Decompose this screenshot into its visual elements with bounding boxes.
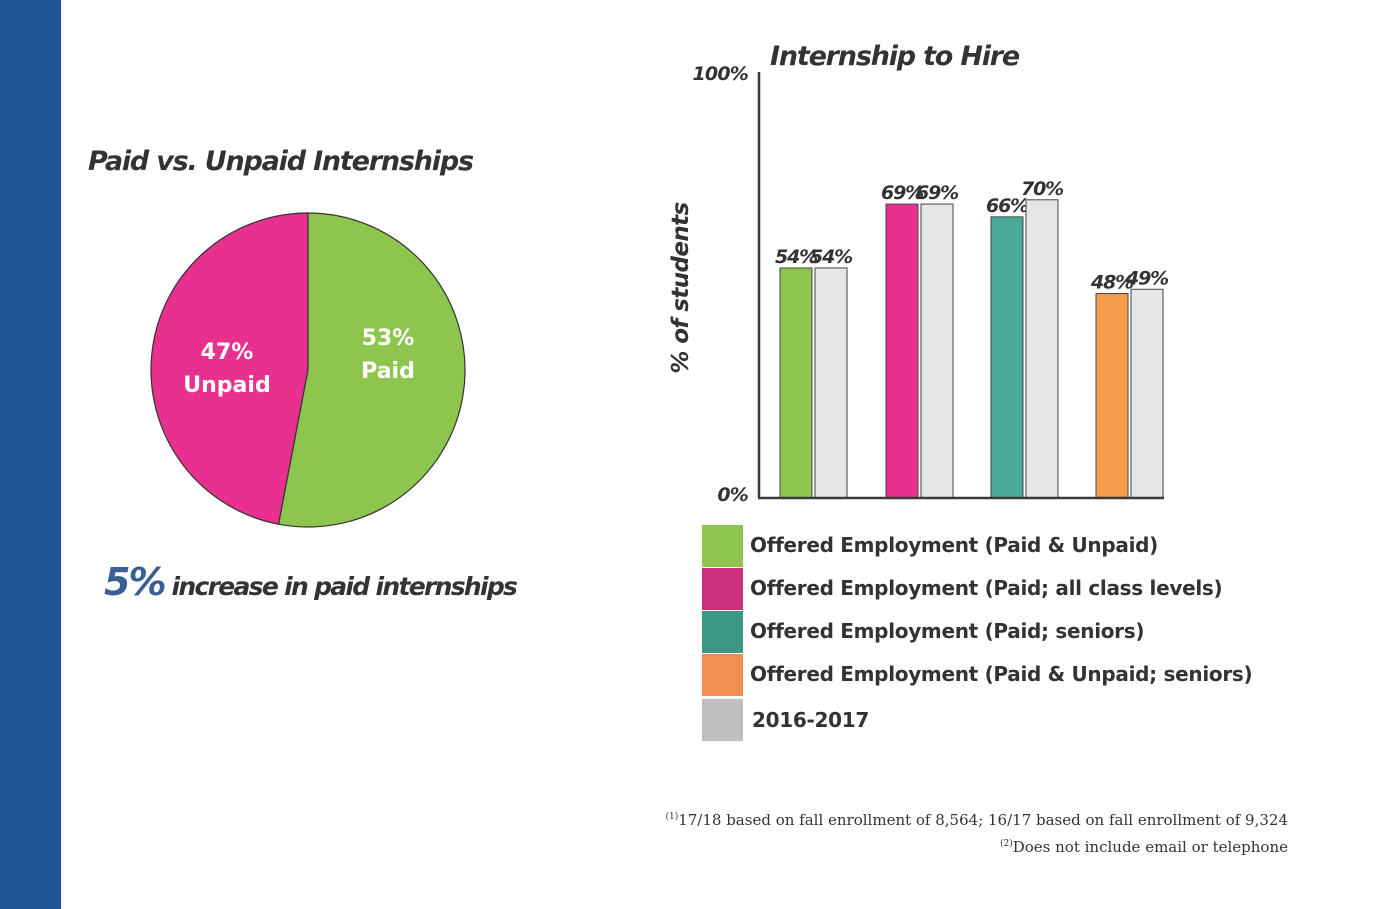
bar-chart: Internship to Hire 100% 0% % of students… — [668, 41, 1169, 506]
bar-group-1-current — [779, 267, 813, 499]
legend-item-paid-seniors: Offered Employment (Paid; seniors) — [702, 611, 1342, 654]
bar-group-4-current — [1095, 293, 1129, 499]
pie-label-unpaid: 47% Unpaid — [167, 336, 287, 402]
legend-item-paid-unpaid-seniors: Offered Employment (Paid & Unpaid; senio… — [702, 654, 1342, 697]
pie-slice-paid — [277, 212, 466, 528]
footnotes: (1)17/18 based on fall enrollment of 8,5… — [600, 805, 1288, 859]
bar-label-2-previous: 69% — [916, 182, 958, 204]
bar-label-3-current: 66% — [986, 195, 1028, 217]
legend-label: Offered Employment (Paid; seniors) — [750, 619, 1145, 643]
y-tick-0: 0% — [717, 484, 748, 506]
pie-chart-title: Paid vs. Unpaid Internships — [88, 146, 474, 177]
legend-item-paid-unpaid: Offered Employment (Paid & Unpaid) — [702, 525, 1342, 568]
legend-swatch — [702, 699, 743, 741]
bar-label-4-previous: 49% — [1125, 267, 1168, 289]
increase-percent: 5% — [104, 560, 166, 604]
legend-label: 2016-2017 — [752, 708, 869, 732]
pie-label-paid-word: Paid — [361, 359, 415, 384]
footnote-1: (1)17/18 based on fall enrollment of 8,5… — [600, 805, 1288, 832]
bar-group-4-previous — [1130, 288, 1164, 499]
legend-label: Offered Employment (Paid & Unpaid) — [750, 533, 1158, 557]
legend-swatch — [702, 525, 743, 567]
pie-label-unpaid-word: Unpaid — [183, 373, 271, 398]
bar-label-1-current: 54% — [775, 246, 817, 268]
footnote-2-marker: (2) — [1000, 839, 1013, 849]
footnote-2: (2)Does not include email or telephone — [600, 832, 1288, 859]
legend-swatch — [702, 654, 743, 696]
y-tick-100: 100% — [693, 63, 749, 85]
bar-label-2-current: 69% — [881, 182, 923, 204]
bars: 54%54% 69%69% 66%70% 48%49% — [775, 178, 1169, 499]
legend-swatch — [702, 568, 743, 610]
bar-group-3-previous — [1025, 199, 1059, 499]
paid-increase-callout: 5% increase in paid internships — [104, 560, 518, 604]
bar-chart-title: Internship to Hire — [770, 41, 1020, 72]
bar-group-3-current — [990, 216, 1024, 499]
pie-label-paid-pct: 53% — [361, 326, 415, 351]
bar-label-3-previous: 70% — [1021, 178, 1063, 200]
legend-item-2016-2017: 2016-2017 — [702, 699, 1342, 742]
pie-label-paid: 53% Paid — [330, 322, 446, 388]
legend-label: Offered Employment (Paid & Unpaid; senio… — [750, 662, 1253, 686]
pie-label-unpaid-pct: 47% — [200, 340, 254, 365]
bar-group-2-current — [885, 203, 919, 499]
pie-chart — [150, 212, 466, 528]
bar-label-1-previous: 54% — [810, 246, 852, 268]
increase-text: increase in paid internships — [164, 572, 518, 601]
side-stripe — [0, 0, 61, 909]
footnote-2-text: Does not include email or telephone — [1012, 838, 1288, 856]
bar-label-4-current: 48% — [1090, 272, 1133, 294]
footnote-1-marker: (1) — [665, 812, 679, 822]
footnote-1-text: 17/18 based on fall enrollment of 8,564;… — [678, 811, 1288, 829]
bar-group-1-previous — [814, 267, 848, 499]
y-axis-label: % of students — [668, 202, 694, 373]
legend-item-paid-all-levels: Offered Employment (Paid; all class leve… — [702, 568, 1342, 611]
bar-group-2-previous — [920, 203, 954, 499]
pie-slice-unpaid — [150, 212, 309, 525]
legend-swatch — [702, 611, 743, 653]
legend-label: Offered Employment (Paid; all class leve… — [750, 576, 1223, 600]
